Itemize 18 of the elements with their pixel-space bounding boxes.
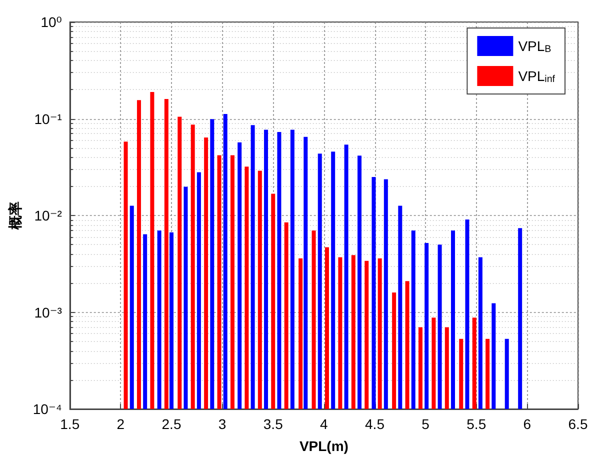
y-axis-title: 概率	[7, 202, 23, 230]
y-tick-label: 10⁻³	[34, 304, 62, 320]
y-tick-label: 10⁻⁴	[32, 401, 62, 417]
x-tick-label: 4	[320, 416, 328, 432]
x-tick-label: 5.5	[466, 416, 486, 432]
y-tick-label: 10⁻²	[34, 208, 62, 224]
x-tick-label: 3	[218, 416, 226, 432]
y-tick-label: 10⁻¹	[34, 110, 62, 127]
x-tick-label: 4.5	[365, 416, 385, 432]
x-tick-label: 6.5	[568, 416, 588, 432]
x-tick-label: 2	[116, 416, 125, 432]
x-tick-label: 5	[422, 416, 430, 432]
x-tick-label: 2.5	[162, 416, 182, 432]
x-tick-label: 3.5	[263, 416, 284, 432]
x-axis-title: VPL(m)	[299, 438, 348, 454]
x-tick-label: 6	[523, 416, 532, 432]
y-tick-label: 10⁰	[40, 14, 62, 30]
x-tick-label: 1.5	[60, 416, 80, 432]
